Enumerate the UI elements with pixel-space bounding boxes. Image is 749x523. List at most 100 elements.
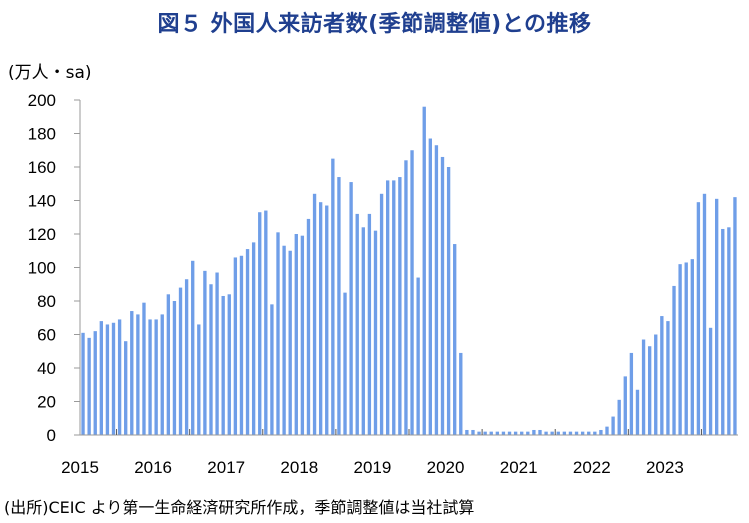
bar	[361, 227, 365, 435]
bar	[629, 352, 634, 435]
bar	[373, 230, 378, 435]
bar	[587, 431, 591, 435]
x-tick-label: 2019	[354, 458, 392, 477]
bar	[410, 150, 414, 435]
y-axis-unit-label: (万人・sa)	[8, 63, 92, 83]
bar	[117, 319, 122, 435]
bar	[733, 197, 737, 435]
y-tick-label: 80	[37, 292, 56, 311]
bar	[191, 260, 195, 435]
bar	[355, 213, 359, 435]
bar	[343, 292, 347, 436]
bar	[392, 180, 396, 435]
bar	[282, 245, 286, 435]
bar	[233, 257, 238, 435]
bar	[501, 431, 506, 435]
bar	[513, 431, 518, 435]
bar	[111, 322, 116, 435]
bar	[641, 339, 646, 435]
bar	[124, 341, 128, 435]
bar	[379, 193, 384, 435]
bar	[617, 399, 621, 435]
x-tick-label: 2021	[500, 458, 538, 477]
y-tick-label: 200	[28, 91, 56, 110]
bar	[520, 431, 524, 435]
bar	[154, 319, 158, 435]
bar	[635, 389, 640, 435]
x-tick-label: 2017	[207, 458, 245, 477]
bar	[489, 431, 493, 435]
bar	[209, 284, 213, 435]
bar	[611, 416, 615, 435]
bar	[227, 294, 231, 435]
bar	[562, 431, 567, 435]
bar	[300, 235, 305, 435]
bar	[453, 244, 457, 435]
bar	[142, 302, 146, 435]
bar	[130, 311, 134, 435]
bar	[495, 431, 500, 435]
bar	[678, 264, 682, 435]
bar	[349, 182, 353, 435]
bar	[550, 431, 554, 435]
bar	[690, 259, 694, 436]
bar	[708, 327, 713, 435]
bar	[471, 429, 475, 435]
bar	[544, 431, 548, 435]
bar	[221, 295, 225, 435]
bar	[184, 279, 189, 435]
bar	[136, 314, 140, 435]
x-tick-label: 2023	[646, 458, 684, 477]
bar	[422, 106, 426, 435]
y-tick-label: 140	[28, 192, 56, 211]
bar	[416, 277, 420, 435]
x-tick-label: 2015	[61, 458, 99, 477]
bar	[721, 228, 725, 435]
bar	[623, 376, 627, 436]
bar	[318, 202, 323, 435]
bar	[666, 321, 670, 435]
bar	[251, 242, 256, 435]
bar	[696, 202, 701, 435]
bar	[245, 249, 250, 435]
bar	[684, 262, 688, 435]
x-tick-label: 2020	[427, 458, 465, 477]
bar-series	[81, 106, 737, 436]
bar	[428, 138, 432, 435]
bar	[367, 213, 372, 435]
bar	[465, 429, 469, 435]
bar	[197, 324, 201, 435]
bar	[526, 431, 530, 435]
bar	[593, 431, 597, 435]
source-note: (出所)CEIC より第一生命経済研究所作成，季節調整値は当社試算	[4, 498, 475, 517]
bar	[507, 431, 512, 435]
bar	[386, 180, 390, 435]
y-tick-label: 40	[37, 359, 56, 378]
bar	[294, 234, 298, 435]
bar	[160, 314, 164, 435]
bar	[574, 431, 579, 435]
bar	[178, 287, 183, 435]
bar	[556, 431, 560, 435]
chart-title: 図５ 外国人来訪者数(季節調整値)との推移	[157, 12, 592, 37]
bar	[459, 352, 463, 435]
y-tick-label: 120	[28, 225, 56, 244]
bar	[306, 218, 311, 435]
bar	[727, 227, 731, 435]
y-tick-label: 180	[28, 125, 56, 144]
bar	[580, 431, 585, 435]
bar	[239, 255, 244, 435]
bar	[166, 294, 171, 435]
bar	[647, 346, 652, 435]
bar	[215, 272, 219, 435]
bar	[440, 156, 445, 435]
bar	[538, 429, 542, 435]
x-axis: 2015 2016 2017 2018 2019 2020 2021 2022 2023	[61, 429, 738, 477]
bar	[270, 304, 274, 435]
bar	[276, 232, 280, 435]
bar	[264, 210, 268, 435]
bar	[288, 250, 292, 435]
bar	[568, 431, 573, 435]
bar	[203, 270, 207, 435]
